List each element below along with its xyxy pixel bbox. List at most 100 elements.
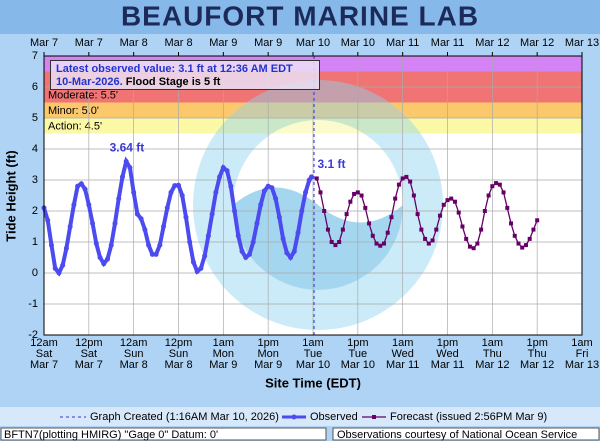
data-point bbox=[408, 179, 413, 184]
data-point bbox=[486, 193, 491, 198]
data-point bbox=[93, 241, 99, 247]
data-point bbox=[295, 230, 301, 236]
data-point bbox=[90, 220, 96, 226]
data-point bbox=[467, 244, 472, 249]
data-point bbox=[198, 265, 204, 271]
x-tick-label: 1pm Mon Mar 9 bbox=[254, 337, 283, 371]
data-point bbox=[190, 259, 196, 265]
data-point bbox=[56, 270, 62, 276]
data-point bbox=[67, 224, 73, 229]
data-point bbox=[71, 202, 77, 208]
data-point bbox=[494, 181, 499, 186]
latest-line-2: 10-Mar-2026. Flood Stage is 5 ft bbox=[56, 76, 319, 89]
data-point bbox=[228, 183, 234, 189]
data-point bbox=[325, 227, 330, 232]
data-point bbox=[123, 158, 129, 164]
top-tick-label: Mar 11 bbox=[431, 37, 464, 49]
data-point bbox=[269, 185, 275, 191]
top-tick-label: Mar 12 bbox=[475, 37, 509, 49]
data-point bbox=[239, 248, 245, 254]
data-point bbox=[523, 243, 528, 248]
data-point bbox=[441, 202, 446, 207]
data-point bbox=[60, 262, 66, 268]
data-point bbox=[318, 190, 323, 195]
data-point bbox=[497, 182, 502, 187]
data-point bbox=[385, 230, 390, 235]
data-point bbox=[209, 211, 215, 217]
data-point bbox=[183, 214, 189, 220]
data-point bbox=[359, 193, 364, 198]
x-tick-label: 1am Tue Mar 10 bbox=[295, 337, 331, 371]
x-tick-label: 1pm Wed Mar 11 bbox=[430, 337, 465, 371]
top-tick-label: Mar 13 bbox=[565, 37, 599, 49]
footer-right-box bbox=[332, 427, 600, 441]
y-tick-label: 6 bbox=[32, 81, 38, 93]
data-point bbox=[265, 183, 271, 189]
latest-line: Latest observed value: 3.1 ft at 12:36 A… bbox=[56, 63, 293, 75]
data-point bbox=[232, 208, 238, 214]
data-point bbox=[460, 224, 465, 229]
data-point bbox=[381, 241, 386, 246]
top-tick-label: Mar 10 bbox=[341, 37, 375, 49]
data-point bbox=[501, 190, 506, 195]
data-point bbox=[389, 215, 394, 220]
y-tick-label: 7 bbox=[32, 50, 38, 62]
data-point bbox=[138, 216, 144, 222]
legend-marker bbox=[372, 415, 376, 419]
data-point bbox=[217, 174, 223, 180]
data-point bbox=[299, 208, 305, 214]
data-point bbox=[149, 251, 155, 257]
data-point bbox=[146, 242, 152, 248]
y-tick-label: 2 bbox=[32, 205, 38, 217]
data-point bbox=[337, 240, 342, 244]
data-point bbox=[187, 239, 193, 245]
data-point bbox=[419, 227, 424, 232]
data-point bbox=[134, 211, 140, 217]
data-point bbox=[309, 174, 315, 180]
data-point bbox=[78, 181, 84, 187]
data-point bbox=[415, 212, 420, 217]
chart-title: BEAUFORT MARINE LAB bbox=[121, 0, 479, 31]
data-point bbox=[452, 199, 457, 204]
data-point bbox=[329, 240, 334, 244]
data-point bbox=[400, 176, 405, 181]
data-point bbox=[344, 212, 349, 217]
data-point bbox=[52, 265, 58, 271]
top-tick-label: Mar 9 bbox=[254, 37, 282, 49]
data-point bbox=[75, 183, 81, 189]
data-point bbox=[127, 165, 133, 171]
data-point bbox=[205, 233, 211, 239]
data-point bbox=[352, 191, 357, 196]
data-point bbox=[82, 186, 88, 192]
data-point bbox=[291, 248, 297, 254]
latest-date: 10-Mar-2026. bbox=[56, 76, 123, 88]
data-point bbox=[378, 243, 383, 248]
data-point bbox=[97, 255, 103, 260]
data-point bbox=[261, 188, 267, 194]
legend-label: Forecast (issued 2:56PM Mar 9) bbox=[390, 411, 547, 423]
data-point bbox=[172, 183, 178, 189]
footer-left: BFTN7(plotting HMIRG) "Gage 0" Datum: 0' bbox=[4, 429, 218, 441]
data-point bbox=[535, 218, 540, 223]
data-point bbox=[288, 255, 294, 260]
data-point bbox=[482, 209, 487, 213]
annotation: 3.1 ft bbox=[318, 157, 346, 171]
data-point bbox=[505, 205, 510, 210]
x-tick-label: 1am Wed Mar 11 bbox=[385, 337, 420, 371]
y-axis-title: Tide Height (ft) bbox=[3, 150, 18, 241]
data-point bbox=[280, 236, 286, 242]
annotation: 3.64 ft bbox=[110, 140, 145, 154]
data-point bbox=[48, 242, 54, 248]
data-point bbox=[108, 242, 114, 248]
data-point bbox=[161, 224, 167, 229]
data-point bbox=[243, 255, 249, 260]
data-point bbox=[527, 236, 532, 241]
data-point bbox=[164, 205, 170, 211]
top-tick-label: Mar 8 bbox=[164, 37, 192, 49]
data-point bbox=[348, 199, 353, 204]
data-point bbox=[333, 243, 338, 248]
data-point bbox=[303, 189, 309, 195]
data-point bbox=[520, 245, 525, 250]
x-tick-label: 12pm Sat Mar 7 bbox=[74, 337, 103, 371]
data-point bbox=[220, 165, 226, 171]
